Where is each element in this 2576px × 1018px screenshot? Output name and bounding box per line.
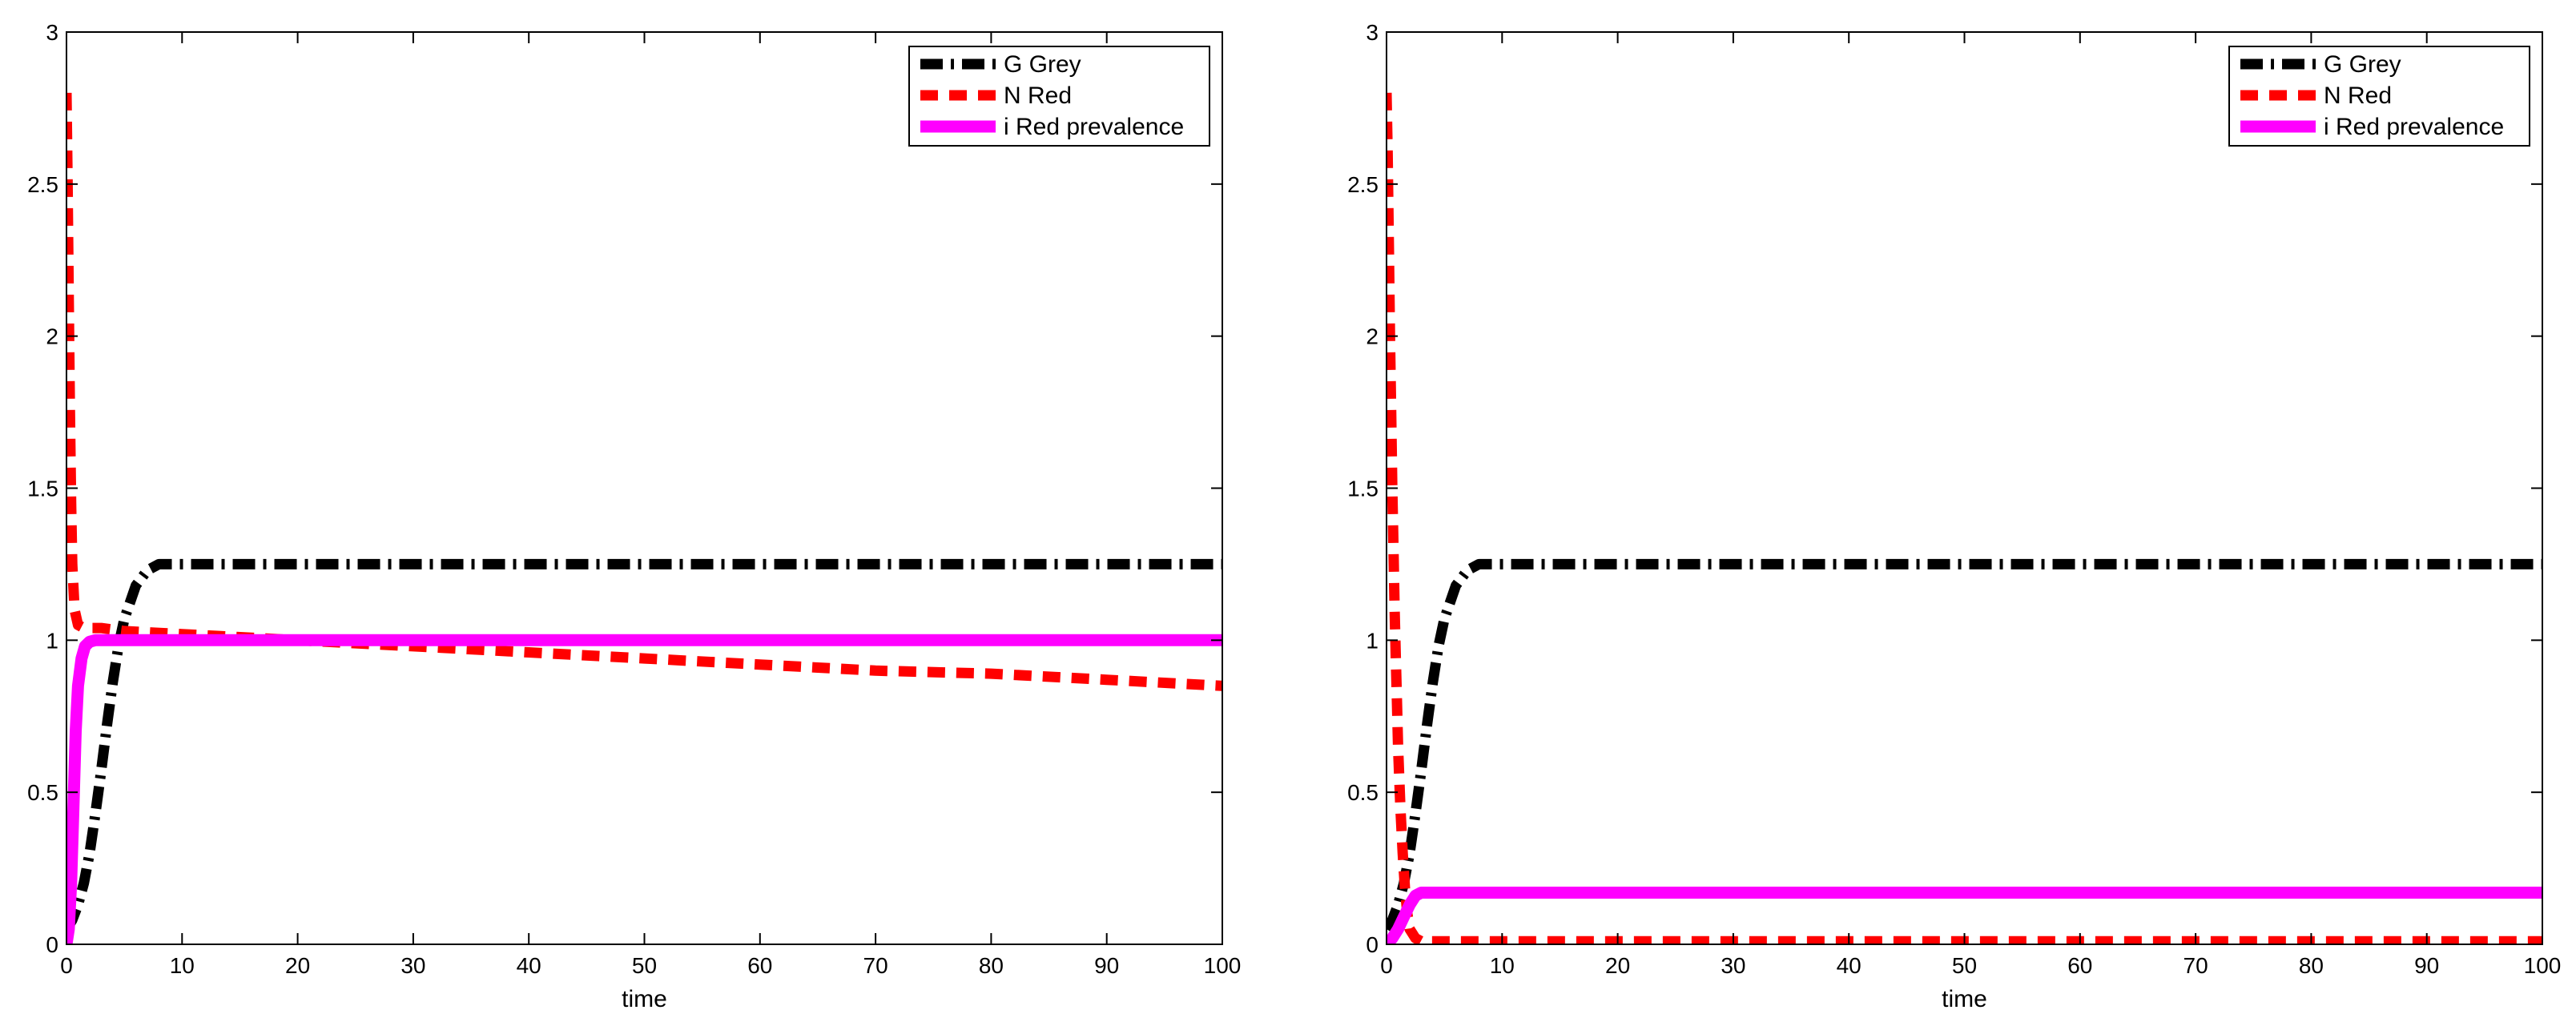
y-tick-label: 2 (1366, 324, 1379, 349)
chart-panel-2: 0 10 20 30 40 50 60 70 80 90 100 0 0.5 1 1.5 2 2.5 3 time G… (1347, 20, 2561, 1012)
y-tick-label: 2.5 (1347, 172, 1379, 197)
legend: G Grey N Red i Red prevalence (2228, 46, 2530, 147)
x-tick-label: 60 (2067, 953, 2092, 978)
series-line-g-grey (1387, 558, 2542, 932)
x-tick-label: 80 (979, 953, 1004, 978)
x-tick-label: 50 (1952, 953, 1977, 978)
series-line-i-red-prevalence (66, 634, 1222, 944)
legend: G Grey N Red i Red prevalence (908, 46, 1210, 147)
x-tick-label: 70 (863, 953, 888, 978)
legend-label: N Red (1004, 82, 1072, 109)
y-tick-label: 3 (1366, 20, 1379, 45)
axes-box (66, 31, 1223, 945)
x-tick-label: 20 (1605, 953, 1630, 978)
chart-panel-1: 0 10 20 30 40 50 60 70 80 90 100 0 0.5 1 1.5 2 2.5 3 time G… (27, 20, 1241, 1012)
x-axis-title: time (622, 986, 667, 1012)
legend-label: N Red (2324, 82, 2392, 109)
legend-label: i Red prevalence (1004, 114, 1184, 140)
x-tick-label: 10 (1490, 953, 1515, 978)
series-line-i-red-prevalence (1387, 887, 2542, 944)
x-tick-label: 80 (2299, 953, 2324, 978)
series-group (1387, 92, 2542, 944)
x-tick-label: 0 (60, 953, 73, 978)
y-tick-label: 2 (46, 324, 58, 349)
x-tick-label: 30 (1721, 953, 1745, 978)
x-tick-label: 40 (517, 953, 541, 978)
x-tick-label: 90 (1094, 953, 1119, 978)
x-tick-label: 60 (747, 953, 772, 978)
x-tick-label: 70 (2184, 953, 2208, 978)
x-tick-label: 50 (632, 953, 657, 978)
series-line-n-red (1387, 92, 2542, 944)
x-tick-label: 100 (1204, 953, 1242, 978)
series-line-n-red (66, 92, 1222, 691)
x-tick-label: 100 (2524, 953, 2562, 978)
y-tick-label: 1.5 (27, 477, 58, 501)
series-group (66, 92, 1222, 944)
y-tick-label: 0 (46, 932, 58, 957)
y-tick-label: 1 (1366, 628, 1379, 653)
y-tick-label: 0 (1366, 932, 1379, 957)
axes-box (1386, 31, 2543, 945)
x-tick-label: 20 (285, 953, 310, 978)
y-tick-label: 0.5 (1347, 780, 1379, 805)
y-tick-label: 1 (46, 628, 58, 653)
legend-label: i Red prevalence (2324, 114, 2504, 140)
y-tick-label: 0.5 (27, 780, 58, 805)
y-tick-label: 1.5 (1347, 477, 1379, 501)
x-tick-label: 0 (1380, 953, 1393, 978)
legend-label: G Grey (1004, 51, 1081, 78)
y-tick-label: 2.5 (27, 172, 58, 197)
x-tick-label: 30 (400, 953, 425, 978)
y-tick-label: 3 (46, 20, 58, 45)
legend-label: G Grey (2324, 51, 2401, 78)
x-tick-label: 10 (170, 953, 195, 978)
x-axis-title: time (1942, 986, 1987, 1012)
x-tick-label: 90 (2414, 953, 2439, 978)
x-tick-label: 40 (1837, 953, 1862, 978)
series-line-g-grey (66, 558, 1222, 932)
